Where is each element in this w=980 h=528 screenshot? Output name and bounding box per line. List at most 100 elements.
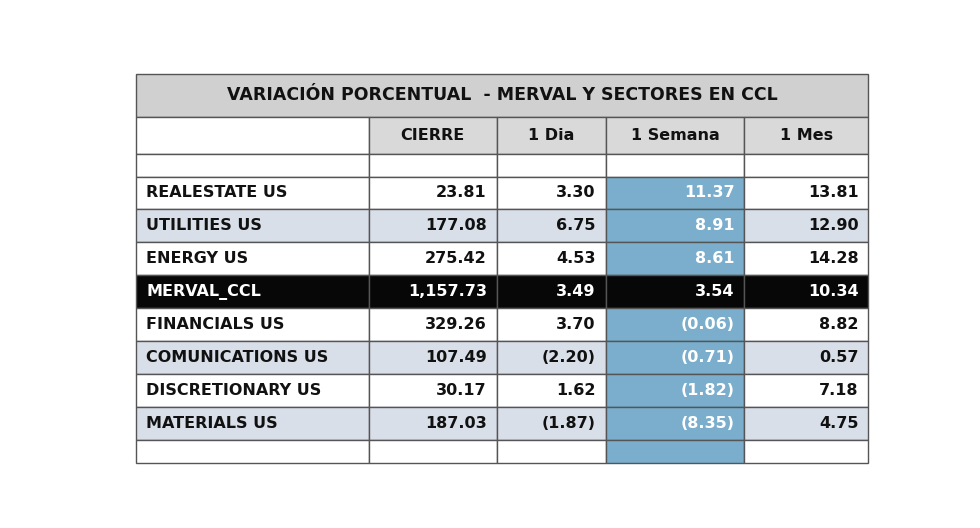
Text: VARIACIÓN PORCENTUAL  - MERVAL Y SECTORES EN CCL: VARIACIÓN PORCENTUAL - MERVAL Y SECTORES… — [227, 86, 777, 104]
Bar — [745, 276, 868, 308]
Bar — [745, 117, 868, 154]
Text: 10.34: 10.34 — [808, 285, 858, 299]
Text: (0.06): (0.06) — [680, 317, 735, 332]
Bar — [497, 276, 606, 308]
Bar — [136, 73, 868, 117]
Text: ENERGY US: ENERGY US — [146, 251, 248, 267]
Bar — [606, 117, 745, 154]
Bar — [497, 374, 606, 407]
Text: COMUNICATIONS US: COMUNICATIONS US — [146, 350, 328, 365]
Text: 1,157.73: 1,157.73 — [408, 285, 487, 299]
Bar — [136, 154, 368, 176]
Bar — [745, 308, 868, 341]
Text: 107.49: 107.49 — [425, 350, 487, 365]
Bar — [368, 117, 497, 154]
Bar — [497, 210, 606, 242]
Bar — [745, 154, 868, 176]
Text: 14.28: 14.28 — [808, 251, 858, 267]
Bar — [497, 176, 606, 210]
Bar — [745, 374, 868, 407]
Text: DISCRETIONARY US: DISCRETIONARY US — [146, 383, 321, 398]
Text: 177.08: 177.08 — [425, 219, 487, 233]
Bar — [606, 341, 745, 374]
Bar — [368, 242, 497, 276]
Bar — [497, 440, 606, 463]
Bar — [497, 308, 606, 341]
Text: 275.42: 275.42 — [425, 251, 487, 267]
Bar — [497, 154, 606, 176]
Text: (0.71): (0.71) — [680, 350, 735, 365]
Text: 3.70: 3.70 — [556, 317, 596, 332]
Text: FINANCIALS US: FINANCIALS US — [146, 317, 284, 332]
Text: (8.35): (8.35) — [680, 416, 735, 431]
Text: 23.81: 23.81 — [436, 185, 487, 201]
Text: 329.26: 329.26 — [425, 317, 487, 332]
Text: 13.81: 13.81 — [808, 185, 858, 201]
Text: MATERIALS US: MATERIALS US — [146, 416, 277, 431]
Bar — [497, 407, 606, 440]
Text: 1 Dia: 1 Dia — [528, 128, 574, 143]
Text: 0.57: 0.57 — [819, 350, 858, 365]
Bar — [368, 276, 497, 308]
Text: CIERRE: CIERRE — [401, 128, 465, 143]
Bar — [497, 117, 606, 154]
Text: 8.91: 8.91 — [695, 219, 735, 233]
Bar — [136, 276, 368, 308]
Bar — [606, 210, 745, 242]
Bar — [606, 374, 745, 407]
Text: (1.87): (1.87) — [542, 416, 596, 431]
Text: 11.37: 11.37 — [684, 185, 735, 201]
Bar — [745, 341, 868, 374]
Bar — [745, 440, 868, 463]
Bar — [368, 154, 497, 176]
Bar — [606, 276, 745, 308]
Text: 4.53: 4.53 — [556, 251, 596, 267]
Bar — [745, 176, 868, 210]
Bar — [745, 242, 868, 276]
Text: 30.17: 30.17 — [436, 383, 487, 398]
Bar — [745, 407, 868, 440]
Text: 7.18: 7.18 — [819, 383, 858, 398]
Bar — [497, 341, 606, 374]
Bar — [136, 308, 368, 341]
Text: 3.30: 3.30 — [556, 185, 596, 201]
Text: 3.54: 3.54 — [695, 285, 735, 299]
Text: (2.20): (2.20) — [542, 350, 596, 365]
Text: REALESTATE US: REALESTATE US — [146, 185, 287, 201]
Text: 3.49: 3.49 — [556, 285, 596, 299]
Text: 12.90: 12.90 — [808, 219, 858, 233]
Bar — [136, 117, 368, 154]
Text: 8.82: 8.82 — [819, 317, 858, 332]
Bar — [606, 407, 745, 440]
Bar — [136, 341, 368, 374]
Bar — [136, 374, 368, 407]
Text: 1.62: 1.62 — [556, 383, 596, 398]
Bar — [606, 308, 745, 341]
Text: 8.61: 8.61 — [695, 251, 735, 267]
Bar — [745, 210, 868, 242]
Bar — [606, 154, 745, 176]
Bar — [368, 210, 497, 242]
Bar — [136, 242, 368, 276]
Bar — [368, 407, 497, 440]
Bar — [606, 176, 745, 210]
Text: MERVAL_CCL: MERVAL_CCL — [146, 284, 261, 300]
Text: 1 Semana: 1 Semana — [630, 128, 719, 143]
Bar — [136, 210, 368, 242]
Text: (1.82): (1.82) — [680, 383, 735, 398]
Bar — [136, 440, 368, 463]
Bar — [368, 176, 497, 210]
Bar — [368, 374, 497, 407]
Bar — [368, 440, 497, 463]
Bar — [136, 176, 368, 210]
Bar — [606, 440, 745, 463]
Bar — [136, 407, 368, 440]
Text: 187.03: 187.03 — [425, 416, 487, 431]
Bar — [368, 308, 497, 341]
Text: UTILITIES US: UTILITIES US — [146, 219, 262, 233]
Text: 4.75: 4.75 — [819, 416, 858, 431]
Bar — [606, 242, 745, 276]
Text: 6.75: 6.75 — [556, 219, 596, 233]
Text: 1 Mes: 1 Mes — [780, 128, 833, 143]
Bar — [497, 242, 606, 276]
